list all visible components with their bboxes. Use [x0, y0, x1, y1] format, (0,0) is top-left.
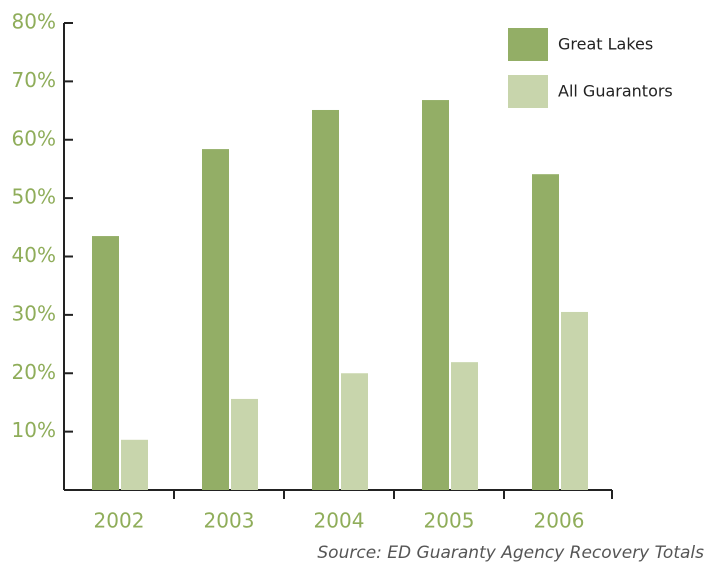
bar: [202, 149, 229, 490]
source-note: Source: ED Guaranty Agency Recovery Tota…: [317, 543, 704, 563]
x-tick-label: 2003: [204, 509, 255, 533]
bar: [312, 109, 339, 490]
x-tick-label: 2005: [424, 509, 475, 533]
legend-label: All Guarantors: [558, 82, 673, 101]
bar: [231, 398, 258, 490]
bar: [341, 373, 368, 490]
bar: [532, 174, 559, 490]
legend-label: Great Lakes: [558, 35, 653, 54]
bar: [422, 100, 449, 491]
x-tick-label: 2002: [94, 509, 145, 533]
x-tick-label: 2006: [534, 509, 585, 533]
y-tick-label: 50%: [12, 185, 56, 209]
legend-swatch: [508, 28, 548, 61]
bar: [561, 311, 588, 490]
y-tick-label: 10%: [12, 418, 56, 442]
x-tick-label: 2004: [314, 509, 365, 533]
legend-swatch: [508, 75, 548, 108]
bar: [121, 439, 148, 490]
bar: [451, 362, 478, 490]
y-tick-label: 30%: [12, 301, 56, 325]
y-tick-label: 70%: [12, 68, 56, 92]
y-tick-label: 60%: [12, 126, 56, 150]
y-tick-label: 80%: [12, 10, 56, 34]
y-tick-label: 40%: [12, 243, 56, 267]
y-tick-label: 20%: [12, 360, 56, 384]
bar: [92, 236, 119, 490]
